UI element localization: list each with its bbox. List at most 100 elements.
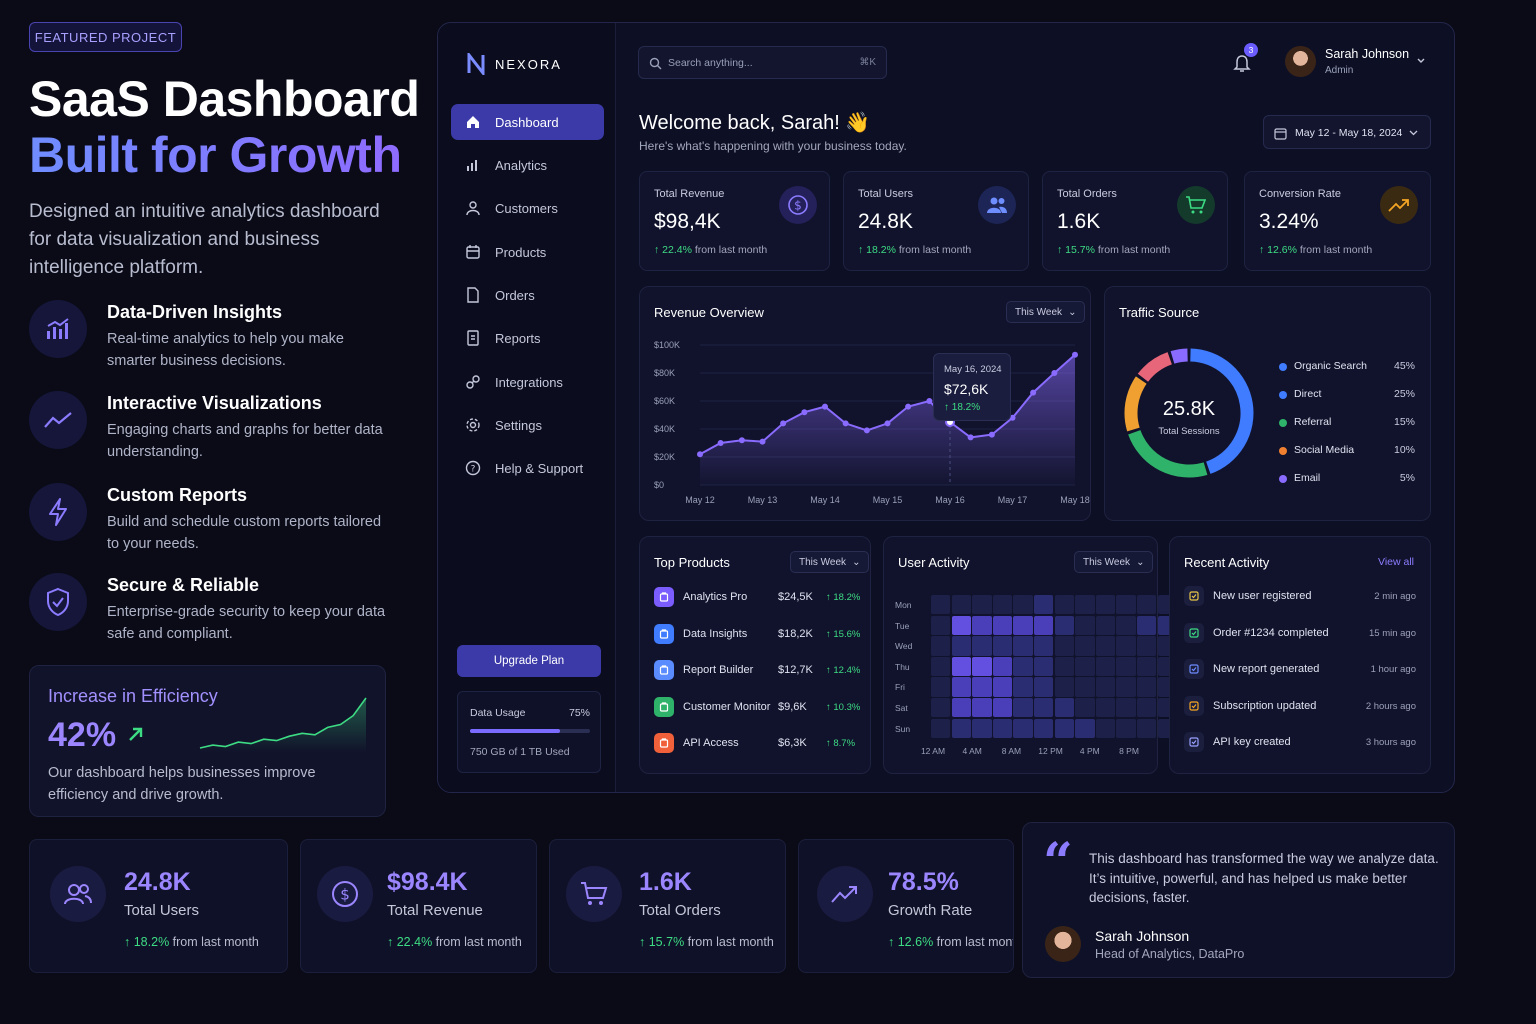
- heatmap-cell[interactable]: [1054, 718, 1074, 738]
- data-point[interactable]: [967, 434, 974, 441]
- heatmap-cell[interactable]: [931, 595, 951, 615]
- heatmap-cell[interactable]: [1095, 595, 1116, 615]
- heatmap-cell[interactable]: [1034, 718, 1054, 738]
- heatmap-cell[interactable]: [1075, 615, 1095, 635]
- heatmap-cell[interactable]: [931, 656, 951, 677]
- heatmap-cell[interactable]: [1095, 615, 1116, 635]
- data-point[interactable]: [801, 409, 808, 416]
- activity-row[interactable]: Order #1234 completed 15 min ago: [1184, 622, 1416, 645]
- search-bar[interactable]: Search anything... ⌘K: [638, 46, 887, 79]
- heatmap-cell[interactable]: [1034, 636, 1054, 656]
- heatmap-cell[interactable]: [1054, 615, 1074, 635]
- data-point[interactable]: [988, 431, 995, 438]
- donut-slice-social-media[interactable]: [1137, 352, 1173, 382]
- heatmap-cell[interactable]: [972, 636, 992, 656]
- heatmap-cell[interactable]: [972, 615, 992, 635]
- heatmap-cell[interactable]: [1095, 656, 1116, 677]
- heatmap-cell[interactable]: [1054, 677, 1074, 697]
- heatmap-cell[interactable]: [1116, 677, 1136, 697]
- heatmap-cell[interactable]: [992, 615, 1013, 635]
- heatmap-cell[interactable]: [1034, 595, 1054, 615]
- nav-help[interactable]: ? Help & Support: [451, 450, 604, 486]
- heatmap-cell[interactable]: [1013, 595, 1033, 615]
- top-products-filter-dropdown[interactable]: This Week ⌄: [790, 551, 870, 573]
- chevron-down-icon[interactable]: [1416, 57, 1426, 65]
- data-point[interactable]: [1030, 389, 1037, 396]
- heatmap-cell[interactable]: [1013, 718, 1033, 738]
- heatmap-cell[interactable]: [1095, 698, 1116, 718]
- user-name[interactable]: Sarah Johnson: [1325, 47, 1410, 61]
- revenue-filter-dropdown[interactable]: This Week ⌄: [1006, 301, 1086, 323]
- search-input[interactable]: Search anything...: [668, 57, 753, 69]
- heatmap-cell[interactable]: [931, 636, 951, 656]
- data-point[interactable]: [697, 451, 703, 458]
- heatmap-cell[interactable]: [1095, 636, 1116, 656]
- heatmap-cell[interactable]: [1034, 698, 1054, 718]
- heatmap-cell[interactable]: [931, 718, 951, 738]
- data-point[interactable]: [842, 420, 849, 427]
- heatmap-cell[interactable]: [1075, 636, 1095, 656]
- heatmap-cell[interactable]: [1075, 698, 1095, 718]
- activity-row[interactable]: New user registered 2 min ago: [1184, 586, 1416, 608]
- heatmap-cell[interactable]: [1054, 656, 1074, 677]
- activity-row[interactable]: New report generated 1 hour ago: [1184, 659, 1416, 681]
- heatmap-cell[interactable]: [992, 656, 1013, 677]
- user-activity-filter-dropdown[interactable]: This Week ⌄: [1074, 551, 1154, 573]
- product-row[interactable]: API Access $6,3K ↑ 8.7%: [654, 733, 864, 755]
- heatmap-cell[interactable]: [1054, 595, 1074, 615]
- donut-slice-organic-search[interactable]: [1190, 348, 1254, 474]
- nav-reports[interactable]: Reports: [451, 320, 604, 356]
- data-point[interactable]: [738, 437, 745, 444]
- heatmap-cell[interactable]: [1116, 698, 1136, 718]
- heatmap-cell[interactable]: [951, 595, 971, 615]
- data-point[interactable]: [863, 427, 870, 434]
- heatmap-cell[interactable]: [931, 615, 951, 635]
- heatmap-cell[interactable]: [951, 636, 971, 656]
- heatmap-cell[interactable]: [931, 698, 951, 718]
- heatmap-cell[interactable]: [1116, 615, 1136, 635]
- heatmap-cell[interactable]: [1013, 656, 1033, 677]
- heatmap-cell[interactable]: [992, 718, 1013, 738]
- heatmap-cell[interactable]: [1075, 595, 1095, 615]
- nav-settings[interactable]: Settings: [451, 407, 604, 443]
- heatmap-cell[interactable]: [1137, 677, 1157, 697]
- product-row[interactable]: Customer Monitor $9,6K ↑ 10.3%: [654, 696, 864, 719]
- donut-slice-direct[interactable]: [1128, 429, 1208, 478]
- heatmap-cell[interactable]: [992, 595, 1013, 615]
- heatmap-cell[interactable]: [951, 677, 971, 697]
- heatmap-cell[interactable]: [951, 698, 971, 718]
- data-point[interactable]: [717, 440, 724, 446]
- heatmap-cell[interactable]: [1013, 636, 1033, 656]
- data-point[interactable]: [926, 398, 933, 404]
- heatmap-cell[interactable]: [1054, 698, 1074, 718]
- data-point[interactable]: [1009, 414, 1016, 421]
- heatmap-cell[interactable]: [972, 595, 992, 615]
- nav-dashboard[interactable]: Dashboard: [451, 104, 604, 140]
- heatmap-cell[interactable]: [972, 718, 992, 738]
- data-point[interactable]: [780, 420, 787, 427]
- activity-row[interactable]: Subscription updated 2 hours ago: [1184, 695, 1416, 718]
- donut-slice-referral[interactable]: [1124, 376, 1147, 432]
- nav-products[interactable]: Products: [451, 234, 604, 270]
- heatmap-cell[interactable]: [1013, 615, 1033, 635]
- date-range-picker[interactable]: May 12 - May 18, 2024: [1263, 115, 1431, 149]
- heatmap-cell[interactable]: [972, 677, 992, 697]
- heatmap-cell[interactable]: [951, 718, 971, 738]
- heatmap-cell[interactable]: [1116, 718, 1136, 738]
- product-row[interactable]: Report Builder $12,7K ↑ 12.4%: [654, 660, 864, 682]
- bell-icon[interactable]: [1232, 53, 1252, 73]
- data-point[interactable]: [822, 403, 828, 410]
- donut-slice-email[interactable]: [1170, 348, 1188, 364]
- avatar[interactable]: [1285, 46, 1316, 77]
- heatmap-cell[interactable]: [1075, 656, 1095, 677]
- data-point[interactable]: [1072, 351, 1078, 358]
- heatmap-cell[interactable]: [992, 636, 1013, 656]
- nav-integrations[interactable]: Integrations: [451, 364, 604, 400]
- heatmap-cell[interactable]: [1095, 677, 1116, 697]
- heatmap-cell[interactable]: [951, 656, 971, 677]
- heatmap-cell[interactable]: [1034, 615, 1054, 635]
- product-row[interactable]: Analytics Pro $24,5K ↑ 18.2%: [654, 587, 864, 609]
- heatmap-cell[interactable]: [1075, 677, 1095, 697]
- heatmap-cell[interactable]: [1137, 636, 1157, 656]
- product-row[interactable]: Data Insights $18,2K ↑ 15.6%: [654, 623, 864, 646]
